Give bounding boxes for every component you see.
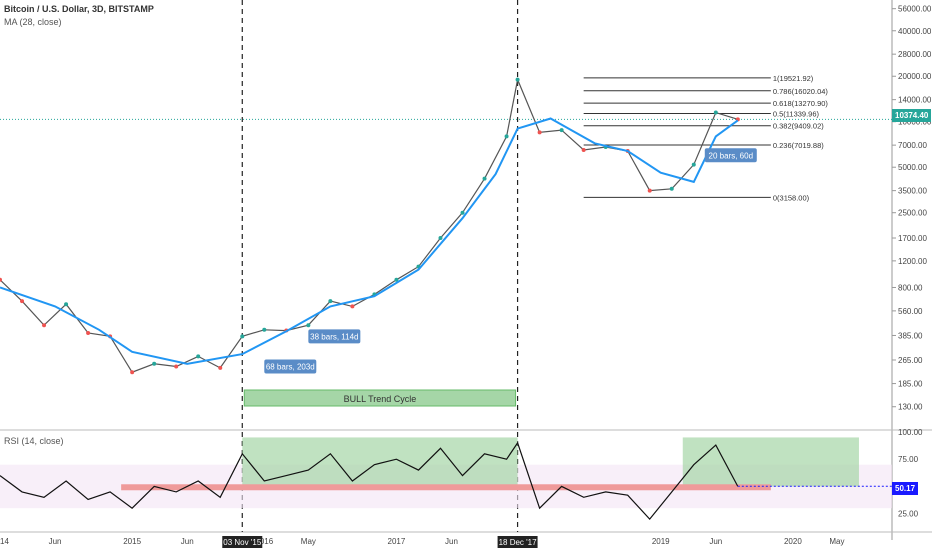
rsi-bull-zone <box>242 437 518 487</box>
price-point <box>152 361 157 366</box>
price-tick-label: 14000.00 <box>898 96 932 105</box>
range-annotation-label: 38 bars, 114d <box>310 332 358 341</box>
price-tick-label: 10000.00 <box>898 118 932 127</box>
price-point <box>218 365 223 370</box>
date-label: 03 Nov '15 <box>223 538 262 547</box>
date-label: 18 Dec '17 <box>499 538 538 547</box>
price-point <box>174 364 179 369</box>
time-tick-label: Jun <box>445 537 458 546</box>
bull-cycle-label: BULL Trend Cycle <box>344 394 417 404</box>
price-tick-label: 560.00 <box>898 307 923 316</box>
price-tick-label: 385.00 <box>898 331 923 340</box>
price-tick-label: 40000.00 <box>898 27 932 36</box>
range-annotation-box <box>264 359 317 374</box>
price-point <box>262 327 267 332</box>
price-point <box>196 354 201 359</box>
rsi-value-tag: 50.17 <box>892 482 919 495</box>
price-tick-label: 130.00 <box>898 403 923 412</box>
time-tick-label: 2014 <box>0 537 9 546</box>
price-point <box>130 370 135 375</box>
fib-level-label: 0.5(11339.96) <box>773 109 820 118</box>
price-point <box>438 236 443 241</box>
range-annotation-box <box>308 329 361 344</box>
price-tick-label: 56000.00 <box>898 5 932 14</box>
time-tick-label: 2017 <box>388 537 406 546</box>
range-annotation-label: 20 bars, 60d <box>709 151 753 160</box>
time-tick-label: 2016 <box>255 537 273 546</box>
price-tick-label: 2500.00 <box>898 209 927 218</box>
ma-legend: MA (28, close) <box>4 17 62 27</box>
fib-level-label: 1(19521.92) <box>773 74 814 83</box>
time-tick-label: 2019 <box>652 537 670 546</box>
bull-cycle-box <box>243 389 517 407</box>
price-tick-label: 28000.00 <box>898 50 932 59</box>
price-tick-label: 20000.00 <box>898 72 932 81</box>
price-point <box>20 299 25 304</box>
fib-level-label: 0.618(13270.90) <box>773 99 829 108</box>
price-point <box>669 186 674 191</box>
price-point <box>691 162 696 167</box>
time-tick-label: May <box>829 537 844 546</box>
price-tick-label: 1200.00 <box>898 257 927 266</box>
price-point <box>64 302 69 307</box>
price-point <box>86 330 91 335</box>
price-point <box>482 176 487 181</box>
rsi-bull-zone-2019 <box>682 437 859 487</box>
price-tick-label: 800.00 <box>898 283 923 292</box>
price-point <box>394 277 399 282</box>
price-tick-label: 265.00 <box>898 356 923 365</box>
price-point <box>504 134 509 139</box>
price-point <box>537 130 542 135</box>
price-point <box>328 299 333 304</box>
date-label-bg <box>222 536 263 548</box>
time-tick-label: Jun <box>709 537 722 546</box>
time-tick-label: Jun <box>181 537 194 546</box>
price-tick-label: 3500.00 <box>898 187 927 196</box>
range-annotation-box <box>704 148 757 163</box>
rsi-legend: RSI (14, close) <box>4 436 64 446</box>
last-price-tag: 10374.40 <box>892 109 932 122</box>
fib-level-label: 0.786(16020.04) <box>773 87 829 96</box>
price-tick-label: 185.00 <box>898 380 923 389</box>
time-tick-label: May <box>301 537 316 546</box>
price-point <box>647 188 652 193</box>
rsi-line <box>0 441 739 521</box>
time-tick-label: Jun <box>49 537 62 546</box>
price-point <box>306 323 311 328</box>
price-tick-label: 7000.00 <box>898 141 927 150</box>
fib-level-label: 0.236(7019.88) <box>773 141 824 150</box>
date-label-bg <box>497 536 538 548</box>
price-point <box>350 304 355 309</box>
price-point <box>581 148 586 153</box>
price-point <box>42 323 47 328</box>
price-point <box>0 277 2 282</box>
time-tick-label: 2020 <box>784 537 802 546</box>
rsi-tick-label: 100.00 <box>898 428 923 437</box>
range-annotation-label: 68 bars, 203d <box>266 362 315 371</box>
price-point <box>559 128 564 133</box>
price-point <box>460 210 465 215</box>
ma-line <box>0 117 739 365</box>
price-point <box>713 110 718 115</box>
price-point <box>515 77 520 82</box>
fib-level-label: 0(3158.00) <box>773 193 810 202</box>
price-line <box>0 77 738 373</box>
time-tick-label: 2015 <box>123 537 141 546</box>
chart-title: Bitcoin / U.S. Dollar, 3D, BITSTAMP <box>4 4 154 14</box>
price-point <box>240 334 245 339</box>
rsi-tick-label: 75.00 <box>898 455 919 464</box>
price-tick-label: 5000.00 <box>898 163 927 172</box>
rsi-tick-label: 25.00 <box>898 510 919 519</box>
fib-level-label: 0.382(9409.02) <box>773 122 824 131</box>
rsi-support-zone <box>121 484 771 491</box>
price-tick-label: 1700.00 <box>898 234 927 243</box>
